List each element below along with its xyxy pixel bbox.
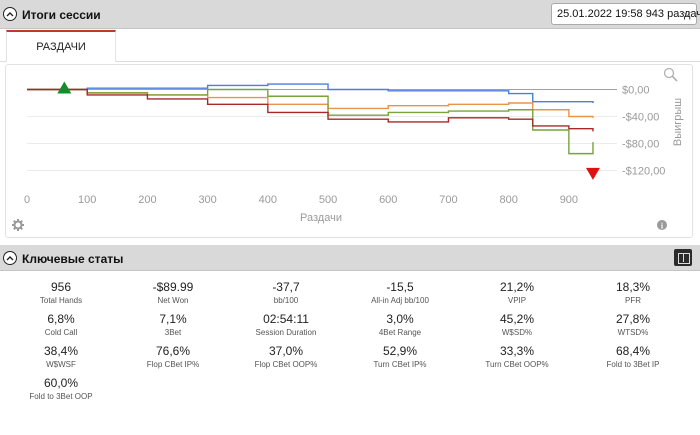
min-marker (585, 167, 600, 180)
stat-item: 76,6% Flop CBet IP% (123, 344, 223, 369)
y-tick-label: -$80,00 (622, 139, 659, 151)
y-tick-label: $0,00 (622, 85, 650, 97)
stat-item: 33,3% Turn CBet OOP% (467, 344, 567, 369)
stat-item: 27,8% WTSD% (583, 312, 683, 337)
series-line-3 (27, 88, 594, 132)
stat-label: 3Bet (164, 328, 182, 337)
chart-area: $0,00 -$40,00 -$80,00 -$120,00 0 100 200 300 400… (0, 62, 700, 242)
stat-label: Fold to 3Bet IP (606, 360, 660, 369)
x-tick-label: 900 (560, 194, 578, 206)
magnifier-icon[interactable] (663, 67, 678, 82)
y-tick-label: -$120,00 (622, 166, 665, 178)
stat-label: Total Hands (39, 296, 83, 305)
stat-item: 38,4% W$WSF (11, 344, 111, 369)
stat-label: Turn CBet OOP% (485, 360, 549, 369)
stat-value: -15,5 (386, 280, 414, 294)
stat-item: 68,4% Fold to 3Bet IP (583, 344, 683, 369)
max-marker (57, 81, 72, 94)
stat-item: 02:54:11 Session Duration (236, 312, 336, 337)
stat-item: 956 Total Hands (11, 280, 111, 305)
stat-value: 3,0% (386, 312, 414, 326)
x-tick-label: 0 (24, 194, 30, 206)
x-tick-label: 800 (499, 194, 517, 206)
winnings-chart: $0,00 -$40,00 -$80,00 -$120,00 0 100 200 300 400… (12, 67, 684, 231)
stat-value: -$89.99 (152, 280, 194, 294)
stat-label: VPIP (507, 296, 527, 305)
x-tick-label: 700 (439, 194, 457, 206)
x-tick-label: 600 (379, 194, 397, 206)
stat-label: PFR (625, 296, 641, 305)
stat-value: 18,3% (615, 280, 651, 294)
stat-value: 52,9% (382, 344, 418, 358)
stat-label: Flop CBet OOP% (254, 360, 318, 369)
stat-label: Cold Call (44, 328, 78, 337)
chevron-down-icon: ⌵ (683, 8, 691, 19)
stat-label: 4Bet Range (378, 328, 422, 337)
stat-value: 76,6% (155, 344, 191, 358)
stat-item: 60,0% Fold to 3Bet OOP (11, 376, 111, 401)
x-tick-label: 400 (259, 194, 277, 206)
stat-label: Session Duration (255, 328, 317, 337)
key-stats-header: Ключевые статы (0, 245, 700, 271)
stat-label: W$WSF (46, 360, 76, 369)
stat-label: Net Won (157, 296, 189, 305)
y-axis-label: Выигрыш (672, 98, 684, 146)
stat-item: 45,2% W$SD% (467, 312, 567, 337)
session-selector[interactable]: 25.01.2022 19:58 943 раздач) ⌵ (551, 3, 700, 25)
x-tick-label: 500 (319, 194, 337, 206)
stat-value: 956 (50, 280, 72, 294)
stat-value: 45,2% (499, 312, 535, 326)
session-selector-value: 25.01.2022 19:58 943 раздач) (557, 8, 700, 20)
stat-value: 02:54:11 (263, 312, 309, 326)
stat-value: 37,0% (268, 344, 304, 358)
gear-icon[interactable] (12, 219, 24, 231)
stat-label: Fold to 3Bet OOP (29, 392, 93, 401)
stat-value: 68,4% (615, 344, 651, 358)
stat-value: 60,0% (43, 376, 79, 390)
stat-item: -$89.99 Net Won (123, 280, 223, 305)
tab-hands[interactable]: РАЗДАЧИ (6, 30, 116, 62)
stat-label: WTSD% (617, 328, 649, 337)
stat-label: bb/100 (273, 296, 299, 305)
info-icon[interactable]: i (657, 220, 667, 231)
collapse-up-icon[interactable] (3, 7, 17, 21)
series-line-2 (27, 88, 594, 155)
tab-bar: РАЗДАЧИ (0, 30, 700, 62)
collapse-up-icon[interactable] (3, 251, 17, 265)
section-title: Итоги сессии (22, 8, 101, 22)
stat-item: 21,2% VPIP (467, 280, 567, 305)
section-title: Ключевые статы (22, 252, 124, 266)
stat-label: W$SD% (501, 328, 533, 337)
stat-value: 38,4% (43, 344, 79, 358)
stat-item: 3,0% 4Bet Range (350, 312, 450, 337)
stat-item: 52,9% Turn CBet IP% (350, 344, 450, 369)
x-tick-label: 200 (138, 194, 156, 206)
y-tick-label: -$40,00 (622, 112, 659, 124)
x-tick-label: 100 (78, 194, 96, 206)
stat-item: -37,7 bb/100 (236, 280, 336, 305)
series-line-0 (27, 83, 594, 103)
stat-label: All-in Adj bb/100 (371, 296, 429, 305)
stat-item: 37,0% Flop CBet OOP% (236, 344, 336, 369)
stat-item: 6,8% Cold Call (11, 312, 111, 337)
stat-item: 18,3% PFR (583, 280, 683, 305)
stat-value: 6,8% (47, 312, 75, 326)
stat-value: 27,8% (615, 312, 651, 326)
session-summary-header: Итоги сессии 25.01.2022 19:58 943 раздач… (0, 0, 700, 29)
stat-label: Flop CBet IP% (146, 360, 200, 369)
stat-value: -37,7 (272, 280, 300, 294)
stat-label: Turn CBet IP% (373, 360, 427, 369)
stat-value: 7,1% (159, 312, 187, 326)
x-axis-label: Раздачи (300, 212, 342, 224)
stat-item: -15,5 All-in Adj bb/100 (350, 280, 450, 305)
stat-value: 21,2% (499, 280, 535, 294)
svg-text:i: i (661, 222, 664, 231)
panel-layout-icon[interactable] (674, 249, 692, 266)
chart-frame (5, 64, 693, 238)
stat-item: 7,1% 3Bet (123, 312, 223, 337)
stat-value: 33,3% (499, 344, 535, 358)
x-tick-label: 300 (198, 194, 216, 206)
